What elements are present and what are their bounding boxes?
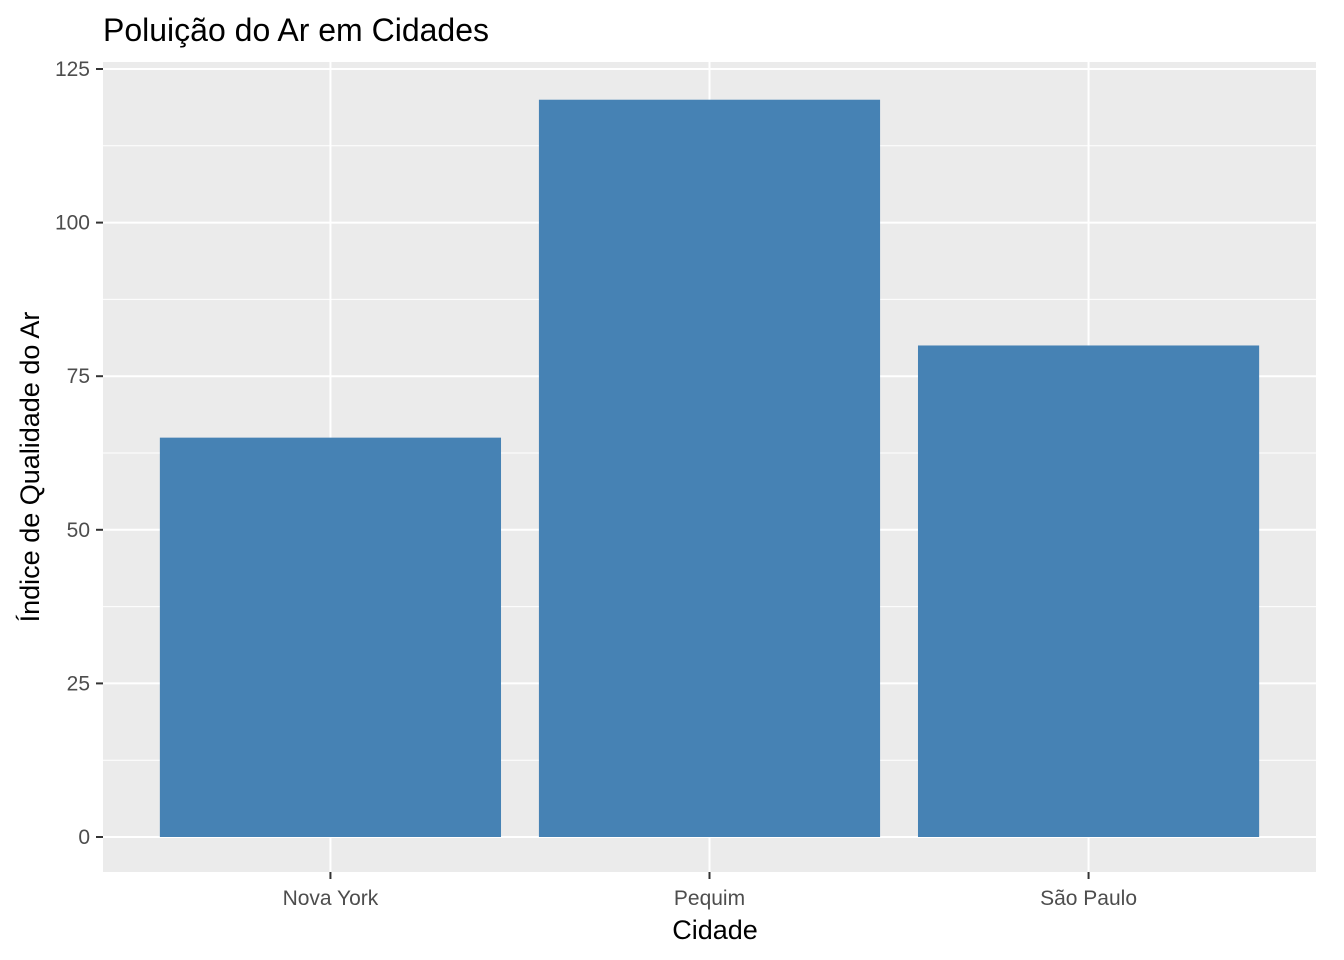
bar-pequim bbox=[538, 99, 881, 838]
y-tick-label: 50 bbox=[67, 519, 90, 542]
y-tick-label: 125 bbox=[55, 58, 90, 81]
x-axis-title: Cidade bbox=[672, 915, 758, 945]
y-axis: 0 25 50 75 100 125 bbox=[55, 58, 103, 849]
y-tick-label: 0 bbox=[78, 826, 90, 849]
x-tick-label: Pequim bbox=[674, 887, 745, 910]
x-axis: Nova York Pequim São Paulo bbox=[283, 872, 1137, 910]
x-tick-label: Nova York bbox=[283, 887, 379, 910]
bar-nova-york bbox=[159, 437, 502, 837]
x-tick-label: São Paulo bbox=[1040, 887, 1137, 910]
y-tick-label: 25 bbox=[67, 672, 90, 695]
bar-são-paulo bbox=[917, 345, 1260, 837]
y-tick-label: 100 bbox=[55, 212, 90, 235]
y-axis-title: Índice de Qualidade do Ar bbox=[15, 312, 45, 623]
chart-title: Poluição do Ar em Cidades bbox=[103, 12, 489, 48]
bars bbox=[159, 99, 1260, 838]
y-tick-label: 75 bbox=[67, 365, 90, 388]
